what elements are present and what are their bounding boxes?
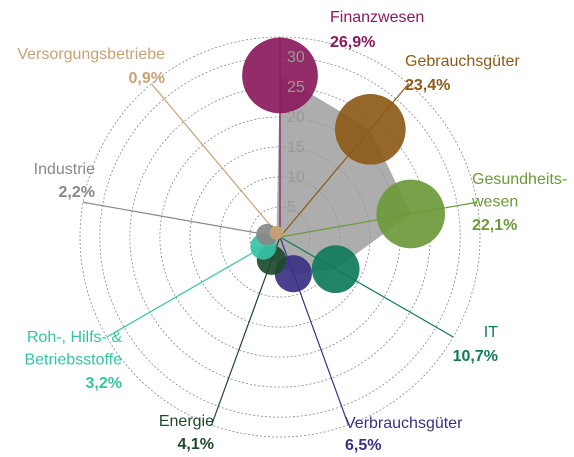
spoke <box>82 201 281 238</box>
r-tick-label: 25 <box>287 79 305 96</box>
category-label: Gebrauchsgüter <box>405 53 520 70</box>
r-tick-label: 20 <box>287 109 305 126</box>
r-tick-label: 30 <box>287 49 305 66</box>
r-tick-label: 15 <box>287 139 305 156</box>
bubble <box>335 94 406 165</box>
category-label: Versorgungsbetriebe <box>17 46 165 63</box>
value-label: 22,1% <box>472 217 517 234</box>
category-label: Verbrauchsgüter <box>345 415 463 432</box>
outer-ring <box>79 36 481 438</box>
category-label: Roh-, Hilfs- & Betriebsstoffe <box>24 329 122 368</box>
value-label: 3,2% <box>86 375 122 392</box>
category-label: Industrie <box>34 161 95 178</box>
r-tick-label: 5 <box>287 199 296 216</box>
bubble <box>376 179 446 249</box>
category-label: Energie <box>159 413 214 430</box>
value-label: 6,5% <box>345 437 381 454</box>
category-label: Gesundheits-wesen <box>471 171 567 210</box>
value-label: 4,1% <box>178 436 214 453</box>
category-label: Finanzwesen <box>330 9 424 26</box>
spoke <box>106 236 281 338</box>
bubble <box>269 225 284 240</box>
bubble <box>311 245 360 294</box>
spoke <box>150 83 281 238</box>
value-label: 2,2% <box>59 184 95 201</box>
value-label: 10,7% <box>453 348 498 365</box>
value-label: 23,4% <box>405 77 450 94</box>
spoke <box>279 236 454 338</box>
value-polygon <box>263 75 411 274</box>
value-label: 0,9% <box>129 70 165 87</box>
value-label: 26,9% <box>330 34 375 51</box>
bubble <box>242 37 318 114</box>
category-label: IT <box>484 324 498 341</box>
r-tick-label: 10 <box>287 169 305 186</box>
